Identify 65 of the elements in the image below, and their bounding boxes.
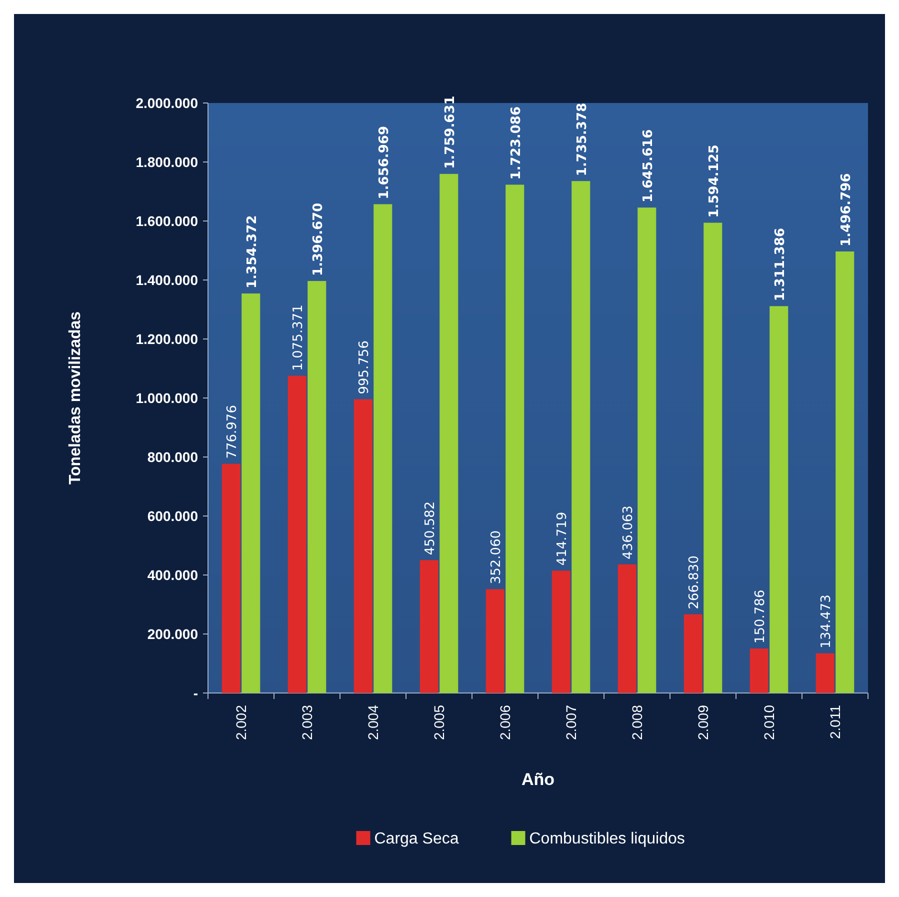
x-tick-label: 2.007	[563, 704, 579, 740]
bar	[288, 376, 306, 693]
bar	[552, 570, 570, 693]
data-label: 450.582	[423, 501, 438, 556]
x-axis-title: Año	[521, 770, 555, 789]
data-label: 1.723.086	[508, 106, 524, 180]
y-tick-label: 1.200.000	[136, 330, 198, 347]
x-tick-label: 2.009	[695, 704, 711, 740]
data-label: 1.759.631	[442, 96, 458, 169]
bar	[222, 464, 240, 693]
y-tick-label: 400.000	[147, 566, 198, 583]
bar	[836, 251, 854, 693]
data-label: 414.719	[555, 512, 570, 566]
x-tick-label: 2.006	[497, 704, 513, 740]
x-tick-label: 2.003	[299, 704, 315, 740]
y-tick-label: 1.600.000	[136, 212, 198, 229]
y-tick-label: 1.000.000	[136, 390, 198, 406]
x-tick-label: 2.002	[233, 704, 249, 740]
legend-label: Carga Seca	[374, 830, 459, 848]
x-tick-label: 2.004	[365, 704, 381, 740]
y-tick-label: -	[193, 684, 198, 701]
y-tick-label: 600.000	[147, 508, 198, 524]
bar	[308, 280, 326, 693]
legend-label: Combustibles liquidos	[529, 830, 685, 848]
data-label: 1.645.616	[640, 129, 656, 203]
bar	[704, 222, 722, 693]
data-label: 995.756	[357, 340, 372, 394]
data-label: 776.976	[225, 405, 240, 459]
bar	[486, 589, 504, 693]
x-tick-label: 2.010	[761, 704, 777, 740]
x-tick-label: 2.011	[827, 704, 843, 739]
data-label: 1.075.371	[291, 304, 306, 371]
bar	[684, 614, 702, 693]
bar	[816, 653, 834, 693]
data-label: 436.063	[621, 506, 636, 560]
bar	[770, 306, 788, 693]
data-label: 1.735.378	[574, 102, 590, 176]
data-label: 1.656.969	[376, 126, 392, 200]
bar	[242, 293, 260, 693]
data-label: 1.354.372	[244, 215, 260, 288]
bar	[440, 174, 458, 693]
y-tick-label: 800.000	[147, 448, 198, 465]
bar	[638, 208, 656, 693]
data-label: 1.396.670	[310, 202, 326, 276]
bar	[354, 399, 372, 693]
y-tick-label: 1.800.000	[136, 154, 198, 170]
bar	[420, 560, 438, 693]
y-tick-label: 2.000.000	[136, 94, 198, 111]
bar	[750, 648, 768, 693]
y-tick-label: 200.000	[147, 626, 198, 642]
bar	[506, 184, 524, 693]
data-label: 134.473	[819, 594, 834, 648]
data-label: 266.830	[687, 556, 702, 610]
data-label: 352.060	[489, 530, 504, 584]
bar	[572, 181, 590, 693]
data-label: 1.496.796	[838, 173, 854, 246]
data-label: 150.786	[753, 590, 768, 644]
data-label: 1.311.386	[772, 228, 788, 302]
bar	[374, 204, 392, 693]
bar	[618, 564, 636, 693]
data-label: 1.594.125	[706, 144, 722, 218]
x-tick-label: 2.008	[629, 704, 645, 740]
x-tick-label: 2.005	[431, 704, 447, 740]
y-tick-label: 1.400.000	[136, 272, 198, 288]
y-axis-title: Toneladas movilizadas	[67, 311, 84, 485]
